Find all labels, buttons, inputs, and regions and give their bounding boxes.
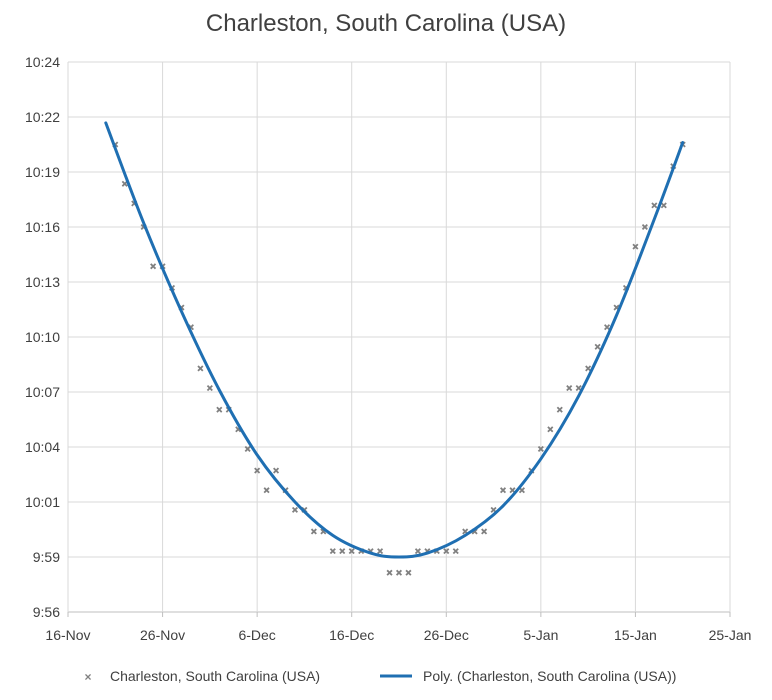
y-tick-label: 9:56 bbox=[33, 604, 60, 620]
x-tick-label: 6-Dec bbox=[238, 627, 275, 643]
y-tick-label: 9:59 bbox=[33, 549, 60, 565]
legend-item-scatter: × Charleston, South Carolina (USA) bbox=[84, 668, 320, 684]
x-tick-label: 15-Jan bbox=[614, 627, 657, 643]
scatter-point bbox=[556, 406, 563, 413]
y-tick-label: 10:22 bbox=[25, 109, 60, 125]
scatter-point bbox=[481, 528, 488, 535]
x-tick-label: 26-Dec bbox=[424, 627, 469, 643]
scatter-point bbox=[329, 548, 336, 555]
x-axis-ticks: 16-Nov 26-Nov 6-Dec 16-Dec 26-Dec 5-Jan 15-Jan… bbox=[45, 627, 751, 643]
y-tick-label: 10:13 bbox=[25, 274, 60, 290]
scatter-point bbox=[443, 548, 450, 555]
scatter-point bbox=[310, 528, 317, 535]
y-tick-label: 10:10 bbox=[25, 329, 60, 345]
scatter-point bbox=[339, 548, 346, 555]
scatter-point bbox=[499, 487, 507, 494]
scatter-point bbox=[594, 343, 601, 350]
scatter-series bbox=[112, 141, 686, 576]
y-tick-label: 10:19 bbox=[25, 164, 60, 180]
scatter-point bbox=[566, 385, 573, 392]
scatter-point bbox=[386, 569, 393, 576]
y-tick-label: 10:16 bbox=[25, 219, 60, 235]
scatter-point bbox=[291, 506, 299, 513]
scatter-point bbox=[537, 445, 544, 453]
scatter-point bbox=[244, 445, 251, 453]
legend-scatter-marker: × bbox=[84, 670, 91, 684]
scatter-point bbox=[547, 426, 554, 433]
scatter-point bbox=[660, 202, 667, 209]
scatter-point bbox=[405, 569, 412, 576]
legend-item-trendline: Poly. (Charleston, South Carolina (USA)) bbox=[380, 668, 676, 684]
scatter-point bbox=[395, 569, 403, 576]
grid bbox=[67, 61, 731, 617]
legend-label-trendline: Poly. (Charleston, South Carolina (USA)) bbox=[423, 668, 676, 684]
scatter-point bbox=[414, 548, 421, 555]
y-tick-label: 10:24 bbox=[25, 54, 60, 70]
y-tick-label: 10:07 bbox=[25, 384, 60, 400]
scatter-point bbox=[641, 223, 648, 231]
scatter-point bbox=[197, 365, 204, 372]
y-axis-ticks: 9:56 9:59 10:01 10:04 10:07 10:10 10:13 10:16 10… bbox=[25, 54, 60, 620]
scatter-point bbox=[263, 487, 270, 494]
scatter-point bbox=[150, 263, 157, 270]
scatter-point bbox=[604, 324, 611, 331]
scatter-point bbox=[651, 202, 658, 209]
scatter-point bbox=[632, 243, 639, 250]
scatter-point bbox=[206, 385, 213, 392]
scatter-point bbox=[452, 548, 459, 555]
x-tick-label: 16-Nov bbox=[45, 627, 90, 643]
y-tick-label: 10:01 bbox=[25, 494, 60, 510]
scatter-point bbox=[273, 467, 280, 474]
trendline-series bbox=[104, 121, 685, 559]
x-tick-label: 16-Dec bbox=[329, 627, 374, 643]
scatter-point bbox=[377, 548, 384, 555]
x-tick-label: 5-Jan bbox=[523, 627, 558, 643]
y-tick-label: 10:04 bbox=[25, 439, 60, 455]
scatter-point bbox=[585, 365, 592, 372]
scatter-point bbox=[254, 467, 261, 474]
x-tick-label: 25-Jan bbox=[709, 627, 752, 643]
scatter-point bbox=[216, 406, 223, 413]
scatter-point bbox=[348, 548, 355, 555]
x-tick-label: 26-Nov bbox=[140, 627, 185, 643]
legend: × Charleston, South Carolina (USA) Poly.… bbox=[84, 668, 676, 684]
chart-title: Charleston, South Carolina (USA) bbox=[206, 10, 566, 37]
legend-label-scatter: Charleston, South Carolina (USA) bbox=[110, 668, 320, 684]
trendline-path bbox=[104, 121, 685, 559]
